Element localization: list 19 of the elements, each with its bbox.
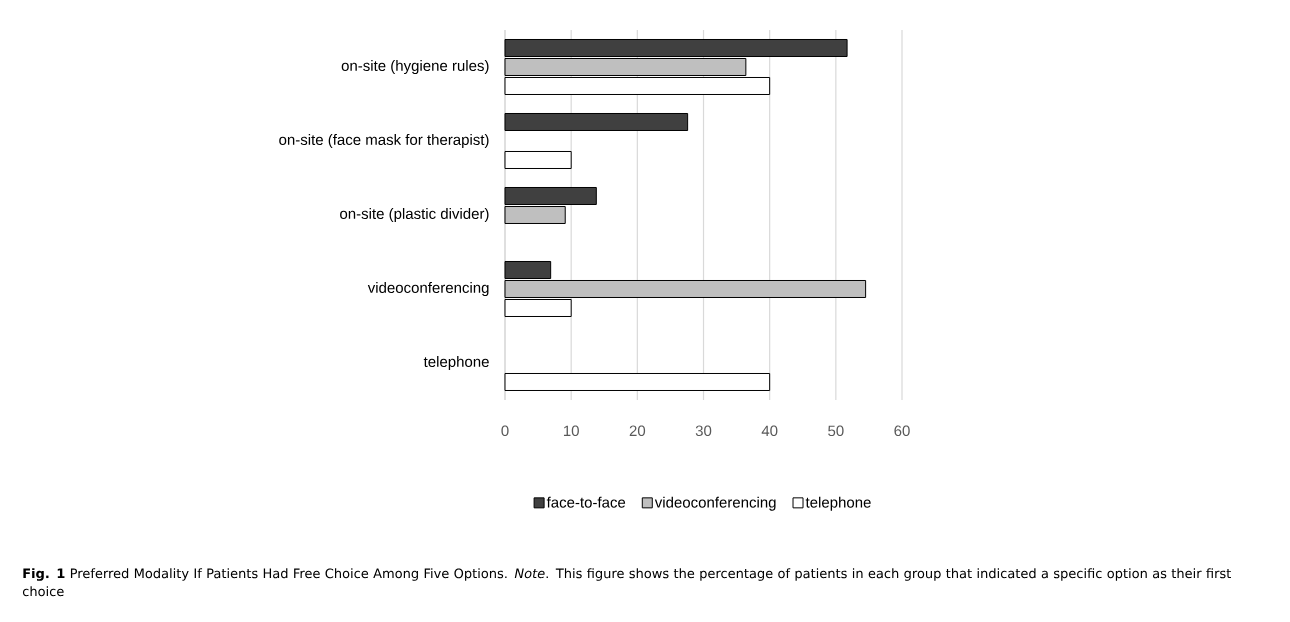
y-tick-label: on-site (hygiene rules) (341, 59, 489, 74)
x-tick-label: 60 (894, 425, 910, 437)
x-tick-label: 20 (629, 425, 646, 437)
y-tick-label: on-site (plastic divider) (340, 207, 489, 222)
legend-label: videoconferencing (654, 496, 776, 511)
x-tick-label: 10 (563, 425, 579, 437)
y-tick-label: telephone (423, 355, 489, 370)
bar (504, 372, 771, 391)
y-tick-label: videoconferencing (367, 281, 489, 296)
bar (504, 150, 572, 169)
legend-label: telephone (805, 496, 871, 511)
text: Fig. 1 Preferred Modality If Patients Had Free Choice Among Five Options. Note. This figure shows the percentage of patients in each group that indicated a specific option as their first choice (22, 568, 1231, 597)
x-tick-label: 40 (761, 425, 778, 437)
x-tick-label: 0 (501, 425, 509, 437)
x-tick-label: 30 (695, 425, 712, 437)
legend-label: face-to-face (546, 496, 626, 508)
bar (504, 112, 689, 131)
x-tick-label: 50 (828, 425, 844, 437)
y-tick-label: on-site (face mask for therapist) (279, 133, 489, 148)
